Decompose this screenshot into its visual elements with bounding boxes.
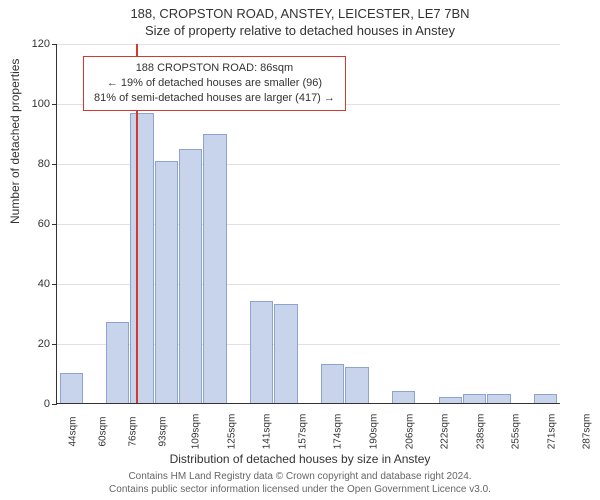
footer-line-1: Contains HM Land Registry data © Crown c… [0,470,600,483]
chart-plot-area: 188 CROPSTON ROAD: 86sqm ← 19% of detach… [56,44,560,404]
callout-box: 188 CROPSTON ROAD: 86sqm ← 19% of detach… [83,56,346,111]
histogram-bar [439,397,462,403]
x-ticks: 44sqm60sqm76sqm93sqm109sqm125sqm141sqm15… [56,404,560,415]
x-tick-label: 222sqm [439,414,450,450]
histogram-bar [106,322,129,403]
x-tick-label: 206sqm [404,414,415,450]
histogram-bar [130,113,153,403]
callout-line-2: ← 19% of detached houses are smaller (96… [94,76,335,91]
x-tick-label: 141sqm [262,414,273,450]
callout-line-3: 81% of semi-detached houses are larger (… [94,91,335,106]
y-tick-label: 120 [10,38,50,50]
footer-attribution: Contains HM Land Registry data © Crown c… [0,470,600,496]
y-tick-label: 40 [10,278,50,290]
y-tick-label: 80 [10,158,50,170]
chart-title-sub: Size of property relative to detached ho… [0,23,600,38]
y-axis-label: Number of detached properties [8,59,22,224]
histogram-bar [534,394,557,403]
histogram-bar [392,391,415,403]
x-tick-label: 157sqm [297,414,308,450]
x-tick-label: 271sqm [546,414,557,450]
x-tick-label: 287sqm [582,414,593,450]
y-tick-label: 20 [10,338,50,350]
x-tick-label: 125sqm [226,414,237,450]
histogram-bar [155,161,178,403]
histogram-bar [179,149,202,403]
histogram-bar [250,301,273,403]
y-tick-label: 0 [10,398,50,410]
histogram-bar [463,394,486,403]
x-tick-label: 76sqm [128,416,139,446]
plot-frame: 188 CROPSTON ROAD: 86sqm ← 19% of detach… [56,44,560,404]
x-tick-label: 44sqm [68,416,79,446]
histogram-bar [345,367,368,403]
y-tick-label: 100 [10,98,50,110]
x-tick-label: 60sqm [98,416,109,446]
x-tick-label: 238sqm [475,414,486,450]
histogram-bar [321,364,344,403]
x-tick-label: 255sqm [511,414,522,450]
histogram-bar [60,373,83,403]
x-tick-label: 190sqm [368,414,379,450]
footer-line-2: Contains public sector information licen… [0,483,600,496]
callout-line-1: 188 CROPSTON ROAD: 86sqm [94,61,335,76]
x-tick-label: 174sqm [333,414,344,450]
histogram-bar [487,394,510,403]
x-axis-label: Distribution of detached houses by size … [0,452,600,466]
x-tick-label: 109sqm [190,414,201,450]
y-tick-label: 60 [10,218,50,230]
chart-title-main: 188, CROPSTON ROAD, ANSTEY, LEICESTER, L… [0,6,600,21]
histogram-bar [274,304,297,403]
x-tick-label: 93sqm [158,416,169,446]
histogram-bar [203,134,226,403]
